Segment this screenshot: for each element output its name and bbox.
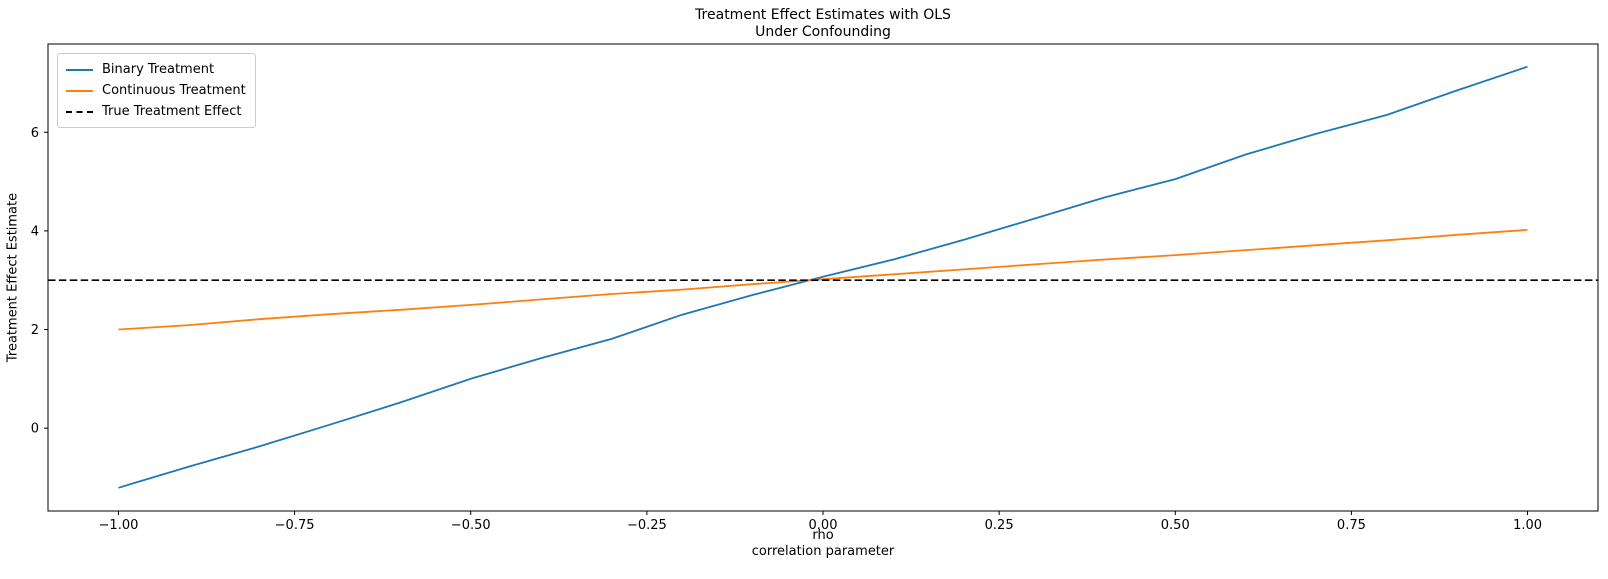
x-tick-label: 1.00 [1513,518,1542,533]
y-tick-label: 4 [31,224,39,239]
y-tick-label: 0 [31,422,39,437]
legend-item-continuous-treatment: Continuous Treatment [66,80,246,101]
legend-label: True Treatment Effect [102,104,242,119]
legend-item-binary-treatment: Binary Treatment [66,59,246,80]
legend-label: Binary Treatment [102,62,215,77]
legend-line-swatch [66,89,93,92]
x-tick-label: −0.25 [627,518,667,533]
y-axis-label: Treatment Effect Estimate [5,192,21,363]
y-tick-label: 6 [31,126,39,141]
x-axis-label-line2: correlation parameter [751,544,895,559]
x-tick-label: −1.00 [99,518,139,533]
legend-label: Continuous Treatment [102,83,246,98]
legend-line-swatch [66,110,93,113]
chart-title: Treatment Effect Estimates with OLS Unde… [48,7,1598,41]
x-axis-label-line1: rho [812,528,834,543]
x-tick-label: 0.25 [985,518,1014,533]
line-binary-treatment [118,65,1528,489]
x-tick-label: 0.50 [1161,518,1190,533]
y-tick-label: 2 [31,323,39,338]
x-tick-label: −0.75 [275,518,315,533]
x-axis-label: rho correlation parameter [48,528,1598,560]
chart-title-line2: Under Confounding [755,24,891,40]
x-tick-label: 0.75 [1337,518,1366,533]
x-tick-label: −0.50 [451,518,491,533]
x-tick-label: 0.00 [809,518,838,533]
legend: Binary Treatment Continuous Treatment Tr… [57,53,256,128]
legend-line-swatch [66,68,93,71]
legend-item-true-treatment-effect: True Treatment Effect [66,101,246,122]
chart-title-line1: Treatment Effect Estimates with OLS [695,7,951,23]
line-continuous-treatment [118,229,1528,331]
